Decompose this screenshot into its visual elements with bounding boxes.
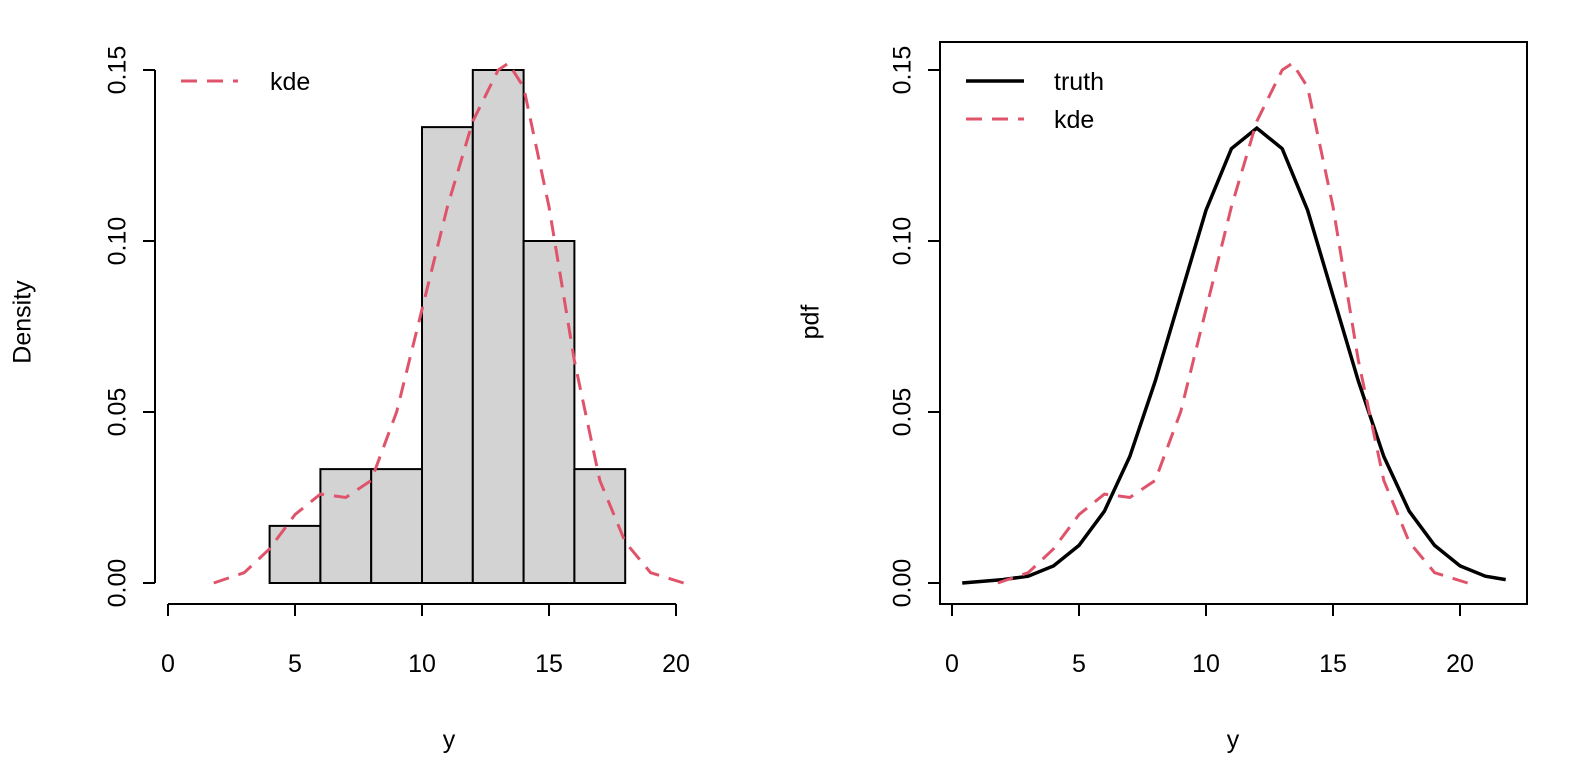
left-x-tick-label: 10 <box>408 650 436 678</box>
right-x-tick-label: 20 <box>1446 650 1474 678</box>
histogram-bar <box>421 126 474 584</box>
left-y-tick-label: 0.05 <box>104 388 132 437</box>
pdf-panel: 0.00 0.05 0.10 0.15 0 5 10 15 20 y pdf truth kd… <box>797 41 1528 754</box>
right-y-tick-label: 0.00 <box>889 559 917 608</box>
right-truth-curve <box>962 125 1506 585</box>
histogram-bar <box>471 69 525 584</box>
histogram-bar <box>370 468 424 585</box>
left-x-tick-label: 20 <box>662 650 690 678</box>
left-x-axis-label: y <box>443 726 456 754</box>
right-x-tick-label: 5 <box>1072 650 1086 678</box>
histogram-bar <box>573 468 627 585</box>
right-plot-frame <box>939 41 1528 605</box>
right-legend-kde-label: kde <box>1054 106 1094 134</box>
right-x-tick-label: 15 <box>1319 650 1347 678</box>
left-x-tick-label: 5 <box>288 650 302 678</box>
left-kde-curve <box>213 61 685 585</box>
histogram-bar <box>319 468 373 585</box>
right-kde-curve <box>997 61 1469 585</box>
right-y-tick-label: 0.10 <box>889 217 917 266</box>
left-x-axis: 0 5 10 15 20 <box>161 603 690 678</box>
right-x-tick-label: 10 <box>1192 650 1220 678</box>
histogram-panel: 0.00 0.05 0.10 0.15 0 5 10 15 20 y Density kde <box>9 46 690 754</box>
left-y-axis-label: Density <box>9 280 37 364</box>
left-y-tick-label: 0.15 <box>104 46 132 95</box>
right-y-axis: 0.00 0.05 0.10 0.15 <box>889 46 941 608</box>
left-legend-kde-label: kde <box>270 68 310 96</box>
left-y-tick-label: 0.00 <box>104 559 132 608</box>
right-x-axis: 0 5 10 15 20 <box>945 603 1474 678</box>
right-y-tick-label: 0.15 <box>889 46 917 95</box>
left-x-tick-label: 0 <box>161 650 175 678</box>
right-legend-truth-label: truth <box>1054 68 1104 96</box>
histogram-bar <box>522 240 576 584</box>
left-y-axis: 0.00 0.05 0.10 0.15 <box>104 46 156 608</box>
right-x-tick-label: 0 <box>945 650 959 678</box>
right-y-tick-label: 0.05 <box>889 388 917 437</box>
left-x-tick-label: 15 <box>535 650 563 678</box>
right-y-axis-label: pdf <box>797 305 825 340</box>
histogram-bar <box>268 524 322 584</box>
histogram-bars <box>268 69 627 585</box>
right-legend: truth kde <box>966 68 1104 134</box>
left-legend: kde <box>181 68 310 96</box>
left-y-tick-label: 0.10 <box>104 217 132 266</box>
right-x-axis-label: y <box>1227 726 1240 754</box>
